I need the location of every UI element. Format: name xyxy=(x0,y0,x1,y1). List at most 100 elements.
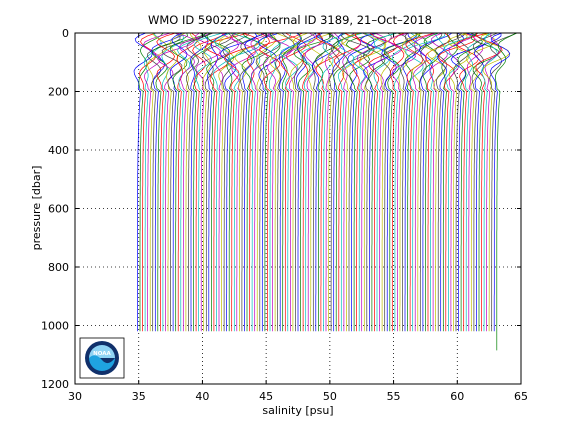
y-tick-label: 400 xyxy=(48,144,69,157)
profile-line xyxy=(390,32,405,332)
profile-line xyxy=(315,32,340,332)
profile-line xyxy=(234,32,266,332)
profile-line xyxy=(352,32,385,332)
profile-line xyxy=(381,32,418,332)
profile-line xyxy=(267,32,293,332)
profile-line xyxy=(195,32,221,332)
profile-line xyxy=(301,32,324,332)
x-axis-label: salinity [psu] xyxy=(262,404,333,417)
profile-line xyxy=(329,32,356,332)
profile-line xyxy=(147,32,168,332)
profile-line xyxy=(189,32,209,332)
profile-line xyxy=(307,32,333,332)
profile-line xyxy=(290,32,308,332)
profile-line xyxy=(324,32,343,332)
profile-line xyxy=(422,32,439,332)
profile-line xyxy=(285,32,316,332)
profile-line xyxy=(437,32,465,332)
y-tick-label: 600 xyxy=(48,203,69,216)
profile-line xyxy=(157,32,195,332)
profile-line xyxy=(427,32,468,332)
profile-line xyxy=(441,32,458,332)
x-tick-label: 55 xyxy=(387,390,401,403)
profile-line xyxy=(494,32,518,351)
profile-line xyxy=(405,32,435,332)
profile-line xyxy=(419,32,453,332)
profile-line xyxy=(206,32,230,332)
chart-title: WMO ID 5902227, internal ID 3189, 21–Oct… xyxy=(148,13,432,27)
profile-line xyxy=(345,32,379,332)
y-tick-label: 0 xyxy=(62,27,69,40)
profile-line xyxy=(392,32,418,332)
profile-line xyxy=(490,32,511,332)
profile-line xyxy=(363,32,392,332)
profile-line xyxy=(342,32,362,332)
profile-line xyxy=(456,32,489,332)
profile-line xyxy=(372,32,402,332)
profile-line xyxy=(202,32,228,332)
profile-line xyxy=(293,32,333,332)
profile-line xyxy=(250,32,273,332)
profile-line xyxy=(247,32,270,332)
profile-line xyxy=(327,32,349,332)
profile-line xyxy=(191,32,212,332)
profile-line xyxy=(193,32,223,332)
profile-line xyxy=(333,32,361,332)
noaa-logo-icon: NOAA xyxy=(79,337,125,379)
profile-line xyxy=(405,32,446,332)
profile-line xyxy=(218,32,242,332)
profile-line xyxy=(300,32,334,332)
y-tick-label: 200 xyxy=(48,86,69,99)
profile-line xyxy=(341,32,363,332)
profile-line xyxy=(143,32,162,332)
profile-line xyxy=(263,32,281,332)
profile-line xyxy=(438,32,476,332)
profile-line xyxy=(178,32,212,332)
profile-line xyxy=(142,32,171,332)
profile-line xyxy=(358,32,387,332)
profile-line xyxy=(192,32,226,332)
profile-line xyxy=(161,32,184,332)
profile-line xyxy=(279,32,321,332)
profile-line xyxy=(425,32,451,332)
profile-line xyxy=(383,33,420,332)
profile-line xyxy=(402,32,421,332)
profile-line xyxy=(400,32,417,332)
profile-line xyxy=(169,32,188,332)
profile-line xyxy=(352,32,375,332)
y-tick-label: 800 xyxy=(48,261,69,274)
profile-line xyxy=(315,32,340,332)
profile-line xyxy=(177,32,210,332)
profile-line xyxy=(226,32,246,332)
profile-line xyxy=(448,32,479,332)
profile-line xyxy=(450,32,487,332)
profile-line xyxy=(357,32,386,332)
profile-line xyxy=(447,32,470,332)
logo-text: NOAA xyxy=(93,351,111,357)
profile-line xyxy=(202,32,232,332)
y-axis-label: pressure [dbar] xyxy=(30,166,43,251)
profile-line xyxy=(278,32,301,332)
profile-line xyxy=(484,32,501,332)
x-tick-label: 65 xyxy=(514,390,528,403)
axis-ticks xyxy=(74,32,522,385)
profile-line xyxy=(293,32,317,332)
profile-line xyxy=(242,32,266,332)
y-tick-label: 1200 xyxy=(41,378,69,391)
profile-line xyxy=(255,32,281,332)
profile-line xyxy=(466,32,496,332)
x-tick-label: 30 xyxy=(68,390,82,403)
profile-line xyxy=(269,32,299,332)
profile-line xyxy=(239,32,266,332)
profile-line xyxy=(435,32,467,332)
x-tick-label: 60 xyxy=(450,390,464,403)
profile-line xyxy=(312,32,328,332)
salinity-profiles xyxy=(133,32,518,351)
profile-line xyxy=(453,32,470,332)
profile-line xyxy=(281,32,302,332)
profile-line xyxy=(268,32,291,332)
profile-line xyxy=(412,32,436,332)
profile-line xyxy=(257,32,280,332)
profile-line xyxy=(280,32,307,332)
